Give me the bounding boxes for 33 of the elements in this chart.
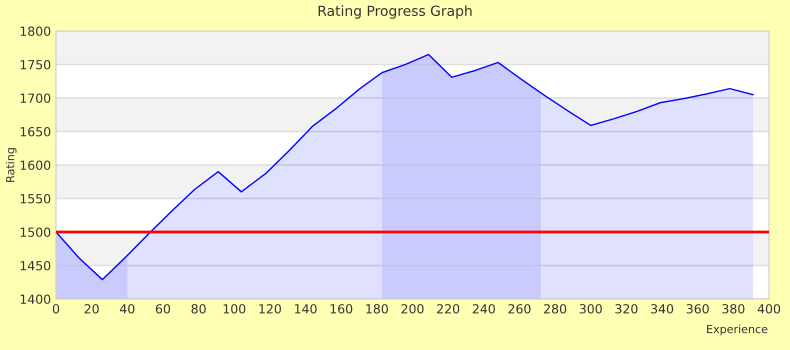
- y-tick-label: 1450: [20, 260, 50, 270]
- y-tick-label: 1650: [20, 126, 50, 136]
- x-tick-label: 80: [191, 304, 206, 314]
- y-tick-label: 1500: [20, 227, 50, 237]
- y-tick-label: 1600: [20, 160, 50, 170]
- x-tick-label: 160: [330, 304, 352, 314]
- x-tick-label: 140: [294, 304, 317, 314]
- y-axis-title: Rating: [6, 148, 17, 182]
- x-tick-label: 340: [651, 304, 674, 314]
- y-tick-label: 1750: [20, 60, 50, 70]
- x-tick-label: 60: [156, 304, 170, 314]
- y-tick-label: 1550: [20, 194, 50, 204]
- x-tick-label: 400: [758, 304, 780, 314]
- x-tick-label: 0: [52, 304, 60, 314]
- x-tick-label: 300: [580, 304, 602, 314]
- x-tick-label: 260: [508, 304, 531, 314]
- x-tick-label: 200: [401, 304, 424, 314]
- y-tick-label: 1700: [20, 93, 50, 103]
- y-tick-label: 1400: [20, 294, 50, 304]
- x-tick-label: 20: [84, 304, 99, 314]
- x-tick-label: 360: [686, 304, 709, 314]
- x-tick-label: 280: [544, 304, 566, 314]
- x-tick-label: 40: [120, 304, 134, 314]
- x-tick-label: 100: [224, 304, 246, 314]
- x-tick-label: 180: [366, 304, 388, 314]
- x-tick-label: 380: [722, 304, 744, 314]
- x-tick-label: 240: [472, 304, 495, 314]
- chart-title: Rating Progress Graph: [318, 5, 472, 19]
- x-tick-label: 220: [437, 304, 460, 314]
- y-tick-label: 1800: [20, 26, 50, 36]
- x-tick-label: 120: [259, 304, 281, 314]
- x-axis-title: Experience: [707, 324, 768, 336]
- x-tick-label: 320: [615, 304, 638, 314]
